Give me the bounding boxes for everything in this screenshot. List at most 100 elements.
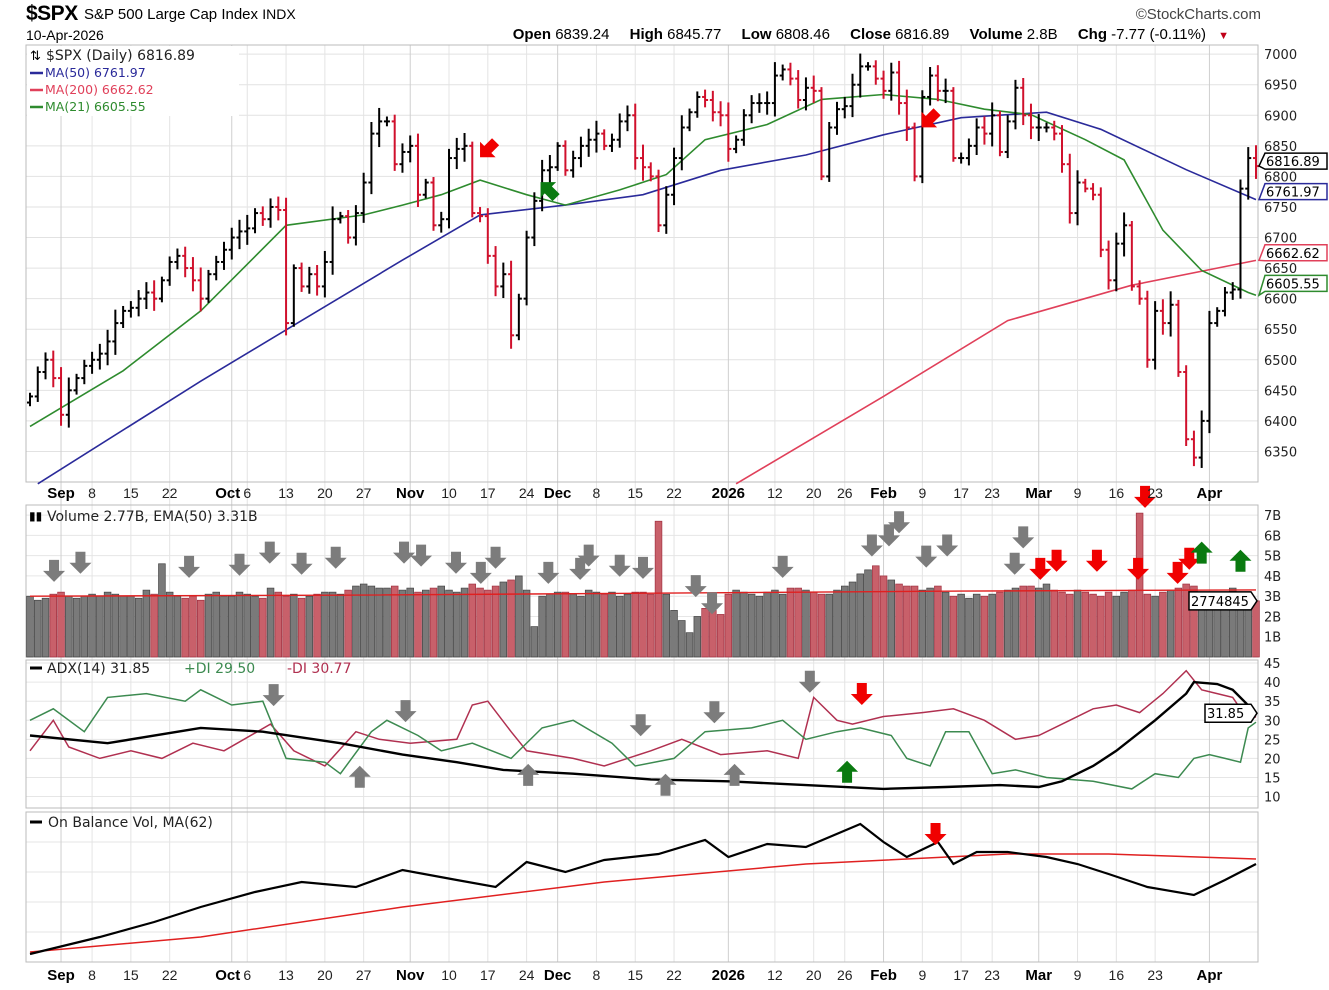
bar-chart-icon: ⇅ — [30, 49, 41, 64]
tag-box — [1204, 703, 1258, 723]
ohlc-summary: Open 6839.24 High 6845.77 Low 6808.46 Cl… — [513, 26, 1245, 43]
tag-box — [1188, 591, 1258, 611]
volume-bar — [383, 587, 391, 658]
price-bar — [810, 75, 817, 104]
volume-bar — [825, 593, 833, 658]
arrow-down-left-icon — [480, 138, 500, 158]
volume-tick-label: 3B — [1264, 590, 1281, 605]
arrow-down-left-icon — [921, 108, 941, 128]
x-tick-label-bottom: 27 — [356, 967, 372, 983]
legend-ma21: MA(21) 6605.55 — [45, 99, 146, 114]
arrow-up-icon — [723, 763, 746, 786]
volume-tick-label: 2B — [1264, 610, 1281, 625]
volume-bar — [654, 520, 663, 658]
plus-di-line — [29, 688, 1257, 790]
tag-text: 31.85 — [1207, 707, 1244, 722]
arrow-down-icon — [410, 544, 433, 567]
x-tick-label-top: Feb — [870, 485, 897, 502]
price-bar — [189, 257, 196, 292]
volume-bar — [34, 599, 42, 658]
price-bar — [546, 155, 553, 183]
price-bar — [104, 329, 111, 366]
x-tick-label-bottom: 13 — [278, 967, 294, 983]
x-tick-label-bottom: 20 — [317, 967, 333, 983]
price-bar — [973, 118, 980, 156]
volume-bar — [561, 591, 570, 658]
price-bar — [220, 241, 227, 270]
price-bar — [818, 87, 825, 181]
volume-bar — [80, 595, 89, 658]
ma50-line — [37, 111, 1257, 485]
price-bar — [911, 122, 918, 182]
volume-bar — [957, 593, 965, 658]
volume-bar — [1019, 585, 1027, 658]
arrow-up-icon — [517, 763, 540, 786]
price-bar — [1206, 310, 1213, 434]
arrow-down-icon — [684, 575, 707, 598]
arrow-down-icon — [632, 556, 654, 579]
arrow-down-icon — [888, 511, 911, 534]
volume-bar — [833, 589, 841, 658]
volume-bar — [584, 589, 593, 658]
volume-bar — [1003, 589, 1012, 658]
price-bar — [383, 116, 390, 127]
price-bar — [267, 198, 274, 228]
price-bar — [1190, 430, 1197, 467]
x-tick-label-bottom: 23 — [984, 967, 1000, 983]
volume-bar — [949, 595, 958, 658]
price-bar — [640, 144, 646, 181]
volume-bar — [639, 591, 647, 658]
volume-bar — [1120, 591, 1128, 658]
volume-bars-icon: ▮▮ — [29, 509, 42, 523]
minus-di-line — [29, 669, 1257, 767]
price-bar — [438, 211, 445, 233]
volume-bar — [755, 595, 764, 658]
volume-bar — [1035, 587, 1043, 658]
x-tick-label-top: Dec — [544, 485, 572, 502]
volume-bar — [592, 591, 601, 658]
volume-bar — [72, 597, 81, 658]
price-bar — [671, 147, 678, 206]
x-tick-label-top: Apr — [1197, 485, 1223, 502]
volume-bar — [1066, 593, 1074, 658]
x-tick-label-top: 22 — [162, 485, 178, 501]
tag-text: 6761.97 — [1266, 186, 1320, 201]
volume-bar — [1213, 603, 1221, 658]
arrow-up-left-icon — [540, 182, 560, 202]
adx-tick-label: 25 — [1264, 733, 1281, 748]
price-bar — [228, 227, 235, 260]
x-tick-label-top: 12 — [767, 485, 783, 501]
x-tick-label-top: 9 — [918, 485, 926, 501]
volume-bar — [321, 591, 329, 658]
x-tick-label-top: 10 — [441, 485, 457, 501]
volume-bar — [577, 595, 585, 658]
volume-bar — [196, 599, 205, 658]
price-bar — [135, 290, 142, 317]
x-tick-label-bottom: Dec — [544, 967, 572, 984]
price-bar — [748, 95, 755, 124]
price-bar — [989, 102, 996, 147]
volume-bar — [189, 595, 197, 658]
arrow-down-icon — [1178, 547, 1201, 570]
volume-tick-label: 7B — [1264, 509, 1281, 524]
volume-bar — [763, 591, 771, 658]
panel-frame-obv — [25, 811, 1259, 963]
x-tick-label-bottom: 17 — [480, 967, 496, 983]
volume-bar — [251, 595, 259, 658]
obv-legend: On Balance Vol, MA(62) — [30, 815, 213, 831]
price-tick-label: 6550 — [1264, 323, 1297, 338]
volume-tick-label: 1B — [1264, 631, 1281, 646]
price-bar — [453, 137, 460, 170]
adx-tag: 31.85 — [1204, 703, 1258, 723]
price-bar — [1082, 178, 1089, 193]
tag-text: 6816.89 — [1266, 155, 1320, 170]
price-bar — [143, 282, 150, 310]
price-bar — [702, 89, 709, 108]
volume-bar — [1190, 585, 1198, 658]
price-bar — [391, 114, 398, 171]
x-tick-label-top: 24 — [519, 485, 535, 501]
x-tick-label-bottom: 15 — [627, 967, 643, 983]
x-tick-label-top: 13 — [278, 485, 294, 501]
adx-tick-label: 20 — [1264, 752, 1281, 767]
price-bar — [306, 266, 313, 294]
